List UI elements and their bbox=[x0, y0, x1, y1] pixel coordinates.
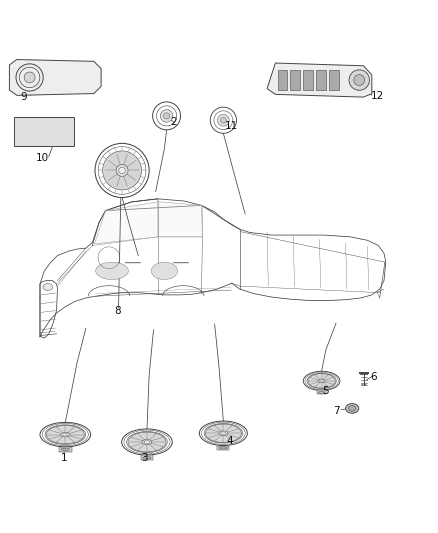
Text: 3: 3 bbox=[141, 453, 148, 463]
Text: 1: 1 bbox=[61, 453, 67, 463]
Circle shape bbox=[354, 75, 365, 85]
Ellipse shape bbox=[46, 425, 84, 444]
Ellipse shape bbox=[43, 284, 53, 290]
Ellipse shape bbox=[63, 433, 68, 436]
Text: 6: 6 bbox=[371, 372, 377, 382]
Ellipse shape bbox=[320, 380, 324, 382]
Text: 4: 4 bbox=[226, 436, 233, 446]
Circle shape bbox=[349, 70, 370, 90]
Circle shape bbox=[163, 113, 170, 119]
Ellipse shape bbox=[319, 392, 325, 393]
FancyBboxPatch shape bbox=[290, 70, 300, 90]
Ellipse shape bbox=[128, 432, 166, 452]
Text: 8: 8 bbox=[114, 306, 121, 316]
Ellipse shape bbox=[151, 262, 177, 280]
Ellipse shape bbox=[219, 431, 228, 435]
Polygon shape bbox=[267, 63, 372, 97]
Polygon shape bbox=[95, 202, 158, 244]
FancyBboxPatch shape bbox=[217, 446, 230, 450]
Ellipse shape bbox=[318, 379, 325, 383]
FancyBboxPatch shape bbox=[59, 447, 72, 451]
Ellipse shape bbox=[95, 262, 128, 280]
FancyBboxPatch shape bbox=[317, 391, 326, 394]
Ellipse shape bbox=[24, 72, 35, 83]
Ellipse shape bbox=[60, 432, 70, 437]
FancyBboxPatch shape bbox=[329, 70, 339, 90]
Text: 9: 9 bbox=[20, 92, 27, 102]
FancyBboxPatch shape bbox=[141, 455, 153, 461]
Ellipse shape bbox=[143, 457, 151, 459]
Ellipse shape bbox=[61, 448, 69, 450]
FancyBboxPatch shape bbox=[14, 117, 74, 146]
Ellipse shape bbox=[308, 374, 336, 388]
FancyBboxPatch shape bbox=[304, 70, 313, 90]
Circle shape bbox=[102, 151, 141, 190]
Circle shape bbox=[218, 115, 229, 126]
Text: 11: 11 bbox=[225, 121, 238, 131]
Circle shape bbox=[160, 110, 173, 122]
Ellipse shape bbox=[205, 424, 241, 442]
Ellipse shape bbox=[221, 432, 226, 434]
Circle shape bbox=[220, 117, 226, 123]
Ellipse shape bbox=[142, 440, 152, 445]
Circle shape bbox=[119, 167, 125, 174]
Circle shape bbox=[116, 165, 128, 176]
Polygon shape bbox=[159, 202, 202, 237]
Text: 5: 5 bbox=[323, 386, 329, 396]
Polygon shape bbox=[10, 60, 101, 95]
Text: 10: 10 bbox=[35, 153, 49, 163]
Ellipse shape bbox=[219, 447, 227, 449]
Text: 7: 7 bbox=[333, 407, 339, 416]
Text: 12: 12 bbox=[371, 91, 384, 101]
Ellipse shape bbox=[346, 403, 359, 413]
FancyBboxPatch shape bbox=[317, 70, 326, 90]
Ellipse shape bbox=[144, 441, 150, 443]
Ellipse shape bbox=[348, 406, 356, 411]
FancyBboxPatch shape bbox=[278, 70, 287, 90]
Text: 2: 2 bbox=[170, 117, 177, 127]
